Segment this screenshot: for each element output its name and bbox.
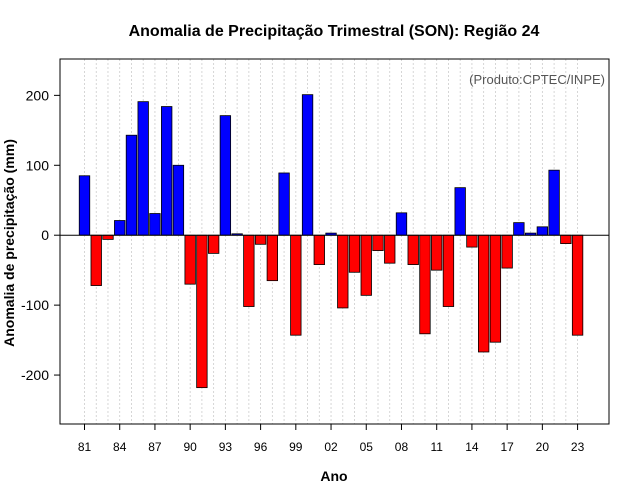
bar-1999	[290, 234, 302, 336]
bar-2001	[313, 234, 325, 265]
bar-1992	[207, 234, 220, 254]
bar-1984	[114, 220, 126, 236]
bar-2021	[548, 169, 560, 236]
bar-1987	[149, 213, 161, 236]
bar-2018	[513, 222, 525, 236]
bar-1983	[102, 234, 114, 240]
bar-2017	[501, 234, 513, 269]
x-tick-label: 93	[219, 440, 233, 454]
chart-title: Anomalia de Precipitação Trimestral (SON…	[129, 23, 540, 40]
bar-2003	[337, 234, 349, 309]
bar-2014	[466, 234, 478, 248]
bar-2010	[419, 234, 431, 335]
x-tick-label: 11	[430, 440, 443, 454]
x-tick-label: 96	[254, 440, 268, 454]
x-tick-label: 23	[571, 440, 585, 454]
y-axis-title: Anomalia de precipitação (mm)	[1, 139, 17, 347]
bar-2005	[360, 234, 372, 296]
bar-2013	[454, 187, 466, 236]
x-tick-label: 99	[289, 440, 303, 454]
bar-1985	[125, 134, 138, 236]
bar-1995	[243, 234, 255, 307]
y-tick-label: -200	[21, 367, 49, 383]
y-tick-label: 100	[26, 157, 50, 173]
bar-2023	[571, 234, 584, 336]
x-axis-title: Ano	[320, 468, 347, 484]
bar-1982	[90, 234, 102, 286]
bar-1991	[196, 234, 208, 389]
bar-1989	[172, 164, 185, 236]
bar-1993	[219, 115, 232, 236]
credit-text: (Produto:CPTEC/INPE)	[469, 72, 605, 87]
x-tick-label: 02	[324, 440, 338, 454]
bar-2011	[431, 234, 443, 271]
bar-1981	[78, 175, 91, 236]
y-tick-label: -100	[21, 297, 49, 313]
bar-2008	[395, 212, 408, 236]
plot-area: -200 -100 0 100 200 81 84 87 90 93 96 99 02 05 08 11 14 1…	[21, 58, 610, 454]
x-tick-label: 08	[395, 440, 409, 454]
bar-1996	[254, 234, 267, 245]
x-tick-label: 87	[148, 440, 162, 454]
bar-2006	[372, 234, 384, 251]
bar-2022	[560, 234, 572, 245]
bar-2020	[536, 226, 549, 236]
x-tick-label: 20	[536, 440, 550, 454]
plot-frame	[59, 58, 610, 425]
x-tick-label: 90	[183, 440, 197, 454]
y-tick-label: 0	[41, 227, 49, 243]
bar-1986	[137, 101, 149, 236]
bar-2009	[407, 234, 419, 265]
x-tick-label: 17	[500, 440, 514, 454]
x-tick-label: 81	[78, 440, 92, 454]
bar-2007	[384, 234, 396, 264]
bar-1997	[266, 234, 278, 282]
bar-2012	[442, 234, 455, 307]
bar-2016	[489, 234, 502, 343]
bar-1998	[278, 172, 290, 236]
bar-1988	[161, 106, 173, 236]
bar-2000	[301, 94, 314, 236]
bar-2004	[348, 234, 361, 273]
y-tick-label: 200	[26, 87, 50, 103]
bar-1990	[184, 234, 196, 285]
x-tick-label: 14	[465, 440, 479, 454]
x-tick-label: 84	[113, 440, 127, 454]
x-tick-label: 05	[360, 440, 374, 454]
bar-2015	[478, 234, 490, 353]
